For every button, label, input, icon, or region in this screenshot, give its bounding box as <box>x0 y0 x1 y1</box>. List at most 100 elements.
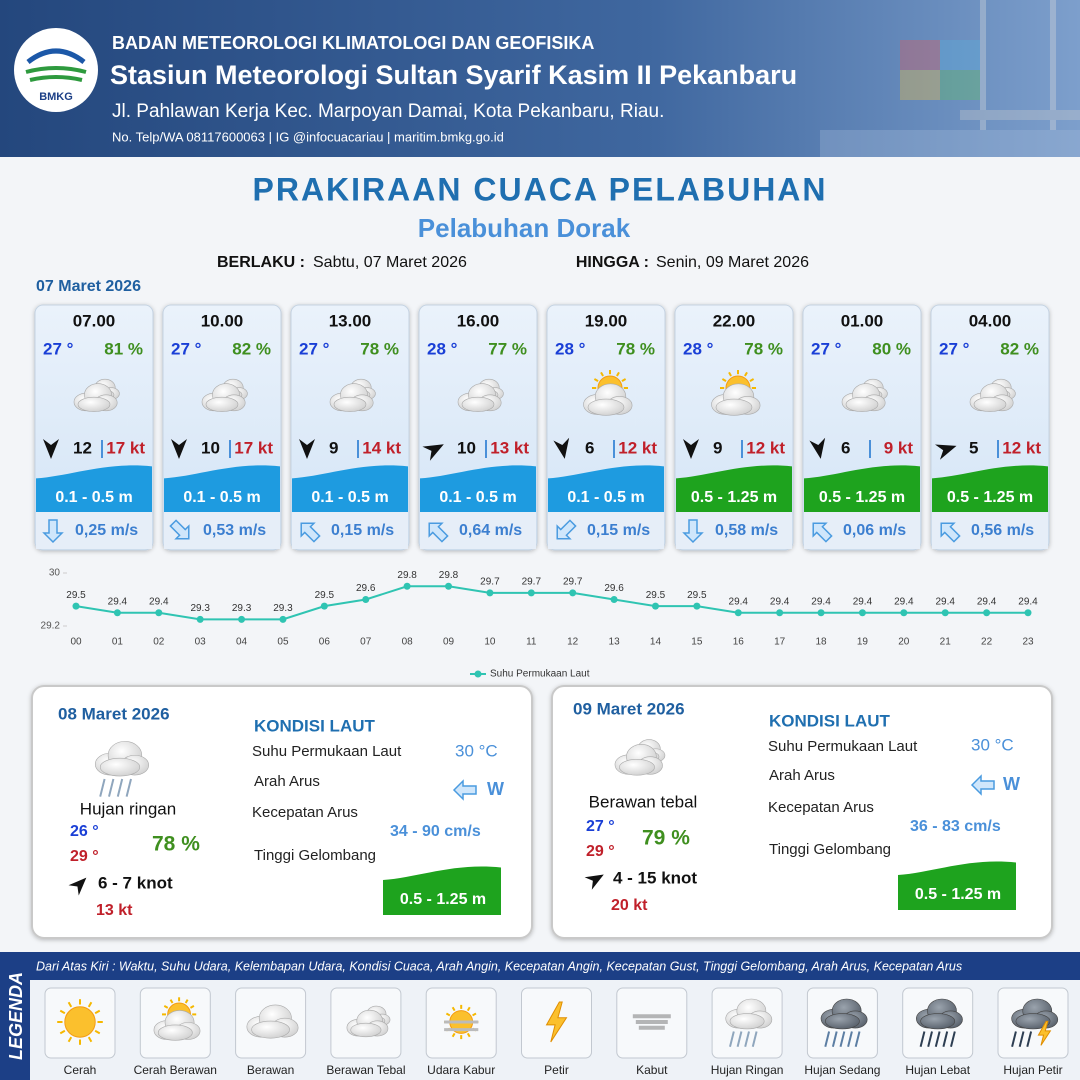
sun-ray <box>445 1012 451 1017</box>
air-temp: 28 ° <box>555 339 586 358</box>
data-point <box>1024 609 1032 617</box>
x-tick-label: 17 <box>774 637 786 648</box>
data-point <box>320 602 328 610</box>
data-label: 29.4 <box>729 596 749 607</box>
bolt <box>545 1001 568 1043</box>
x-tick-label: 11 <box>526 637 537 648</box>
rain-drop <box>744 1031 750 1047</box>
separator <box>357 440 359 458</box>
legend-item: Hujan Ringan <box>711 1063 784 1077</box>
weather-icon <box>153 997 201 1041</box>
data-label: 29.4 <box>935 596 955 607</box>
wave-band <box>804 465 920 512</box>
wave-band <box>898 861 1016 910</box>
cloud-part <box>350 1022 382 1038</box>
data-label: 29.4 <box>811 596 831 607</box>
wave-height: 0.5 - 1.25 m <box>400 891 486 908</box>
gust: 13 kt <box>96 902 133 919</box>
weather-icon <box>57 999 103 1045</box>
wind-speed: 10 <box>201 438 220 457</box>
rain-drop <box>854 1031 861 1047</box>
sea-temp: 30 °C <box>455 741 498 760</box>
weather-icon <box>916 998 963 1047</box>
sun-ray <box>67 1036 73 1043</box>
cloud-part <box>205 396 239 412</box>
weather-icon <box>457 378 504 412</box>
humidity: 80 % <box>872 339 911 358</box>
day-date: 07 Maret 2026 <box>36 278 141 295</box>
data-point <box>734 609 742 617</box>
rain-drop <box>927 1031 933 1047</box>
logo-text: BMKG <box>39 91 73 103</box>
weather-icon <box>201 378 248 412</box>
x-tick-label: 07 <box>360 637 372 648</box>
data-label: 29.8 <box>397 570 417 581</box>
sun-ray <box>744 371 748 377</box>
wind-speed: 6 <box>585 438 594 457</box>
data-point <box>196 615 204 623</box>
weather-icon <box>725 998 773 1047</box>
wave-band <box>932 465 1048 512</box>
weather-icon <box>346 1005 391 1038</box>
rain-drop <box>1018 1031 1025 1047</box>
weather-icon <box>444 1004 479 1040</box>
logo-arc <box>25 66 87 82</box>
legend-item: Hujan Petir <box>1003 1063 1062 1077</box>
wind-speed: 9 <box>713 438 722 457</box>
sea-label: Suhu Permukaan Laut <box>252 743 402 760</box>
sun-ray <box>466 1006 471 1012</box>
data-label: 29.3 <box>273 603 293 614</box>
legend-item: Udara Kabur <box>427 1063 495 1077</box>
x-tick-label: 12 <box>567 637 579 648</box>
time: 16.00 <box>457 311 500 330</box>
wave-height: 0.1 - 0.5 m <box>55 489 132 506</box>
sun-ray <box>451 1032 456 1038</box>
sun-ray <box>67 1001 73 1008</box>
temp-max: 29 ° <box>586 843 615 860</box>
separator <box>613 440 615 458</box>
panel-date: 08 Maret 2026 <box>58 704 170 723</box>
data-point <box>610 596 618 603</box>
rain-drop <box>934 1031 941 1047</box>
wind-speed: 9 <box>329 438 338 457</box>
data-point <box>817 609 825 617</box>
current-arrow <box>169 519 190 540</box>
sun-ray <box>189 1004 195 1009</box>
time: 07.00 <box>73 311 116 330</box>
data-label: 29.4 <box>1018 596 1038 607</box>
wave-band <box>164 465 280 512</box>
cloud-part <box>251 1020 290 1039</box>
wave-height: 0.5 - 1.25 m <box>947 489 1033 506</box>
wind-arrow <box>422 444 444 461</box>
humidity: 77 % <box>488 339 527 358</box>
rain-drop <box>1011 1031 1017 1047</box>
weather-icon <box>246 1004 299 1039</box>
legend-title: LEGENDA <box>6 972 26 1060</box>
legend-item: Cerah <box>64 1063 97 1077</box>
data-point <box>527 589 535 597</box>
wind-speed: 6 - 7 knot <box>98 873 173 892</box>
sea-label: Arah Arus <box>769 767 835 784</box>
sun-ray <box>184 999 189 1004</box>
separator <box>869 440 871 458</box>
valid-to-label: HINGGA : <box>576 254 649 271</box>
current-arrow <box>940 522 961 543</box>
x-tick-label: 14 <box>650 637 662 648</box>
humidity: 82 % <box>232 339 271 358</box>
data-point <box>858 609 866 617</box>
valid-from-label: BERLAKU : <box>217 254 305 271</box>
weather-icon <box>94 741 150 797</box>
gust: 12 kt <box>618 438 657 457</box>
current-arrow <box>556 519 577 540</box>
temp-min: 26 ° <box>70 823 99 840</box>
humidity: 78 % <box>152 833 200 856</box>
sun-ray <box>87 1001 93 1008</box>
x-tick-label: 20 <box>898 637 910 648</box>
title: PRAKIRAAN CUACA PELABUHAN <box>252 171 827 207</box>
legend-band <box>30 952 1080 980</box>
station-name: Stasiun Meteorologi Sultan Syarif Kasim … <box>110 60 797 90</box>
x-tick-label: 05 <box>277 637 289 648</box>
sun-ray <box>59 1029 66 1035</box>
data-point <box>486 589 494 597</box>
wave-height: 0.1 - 0.5 m <box>439 489 516 506</box>
